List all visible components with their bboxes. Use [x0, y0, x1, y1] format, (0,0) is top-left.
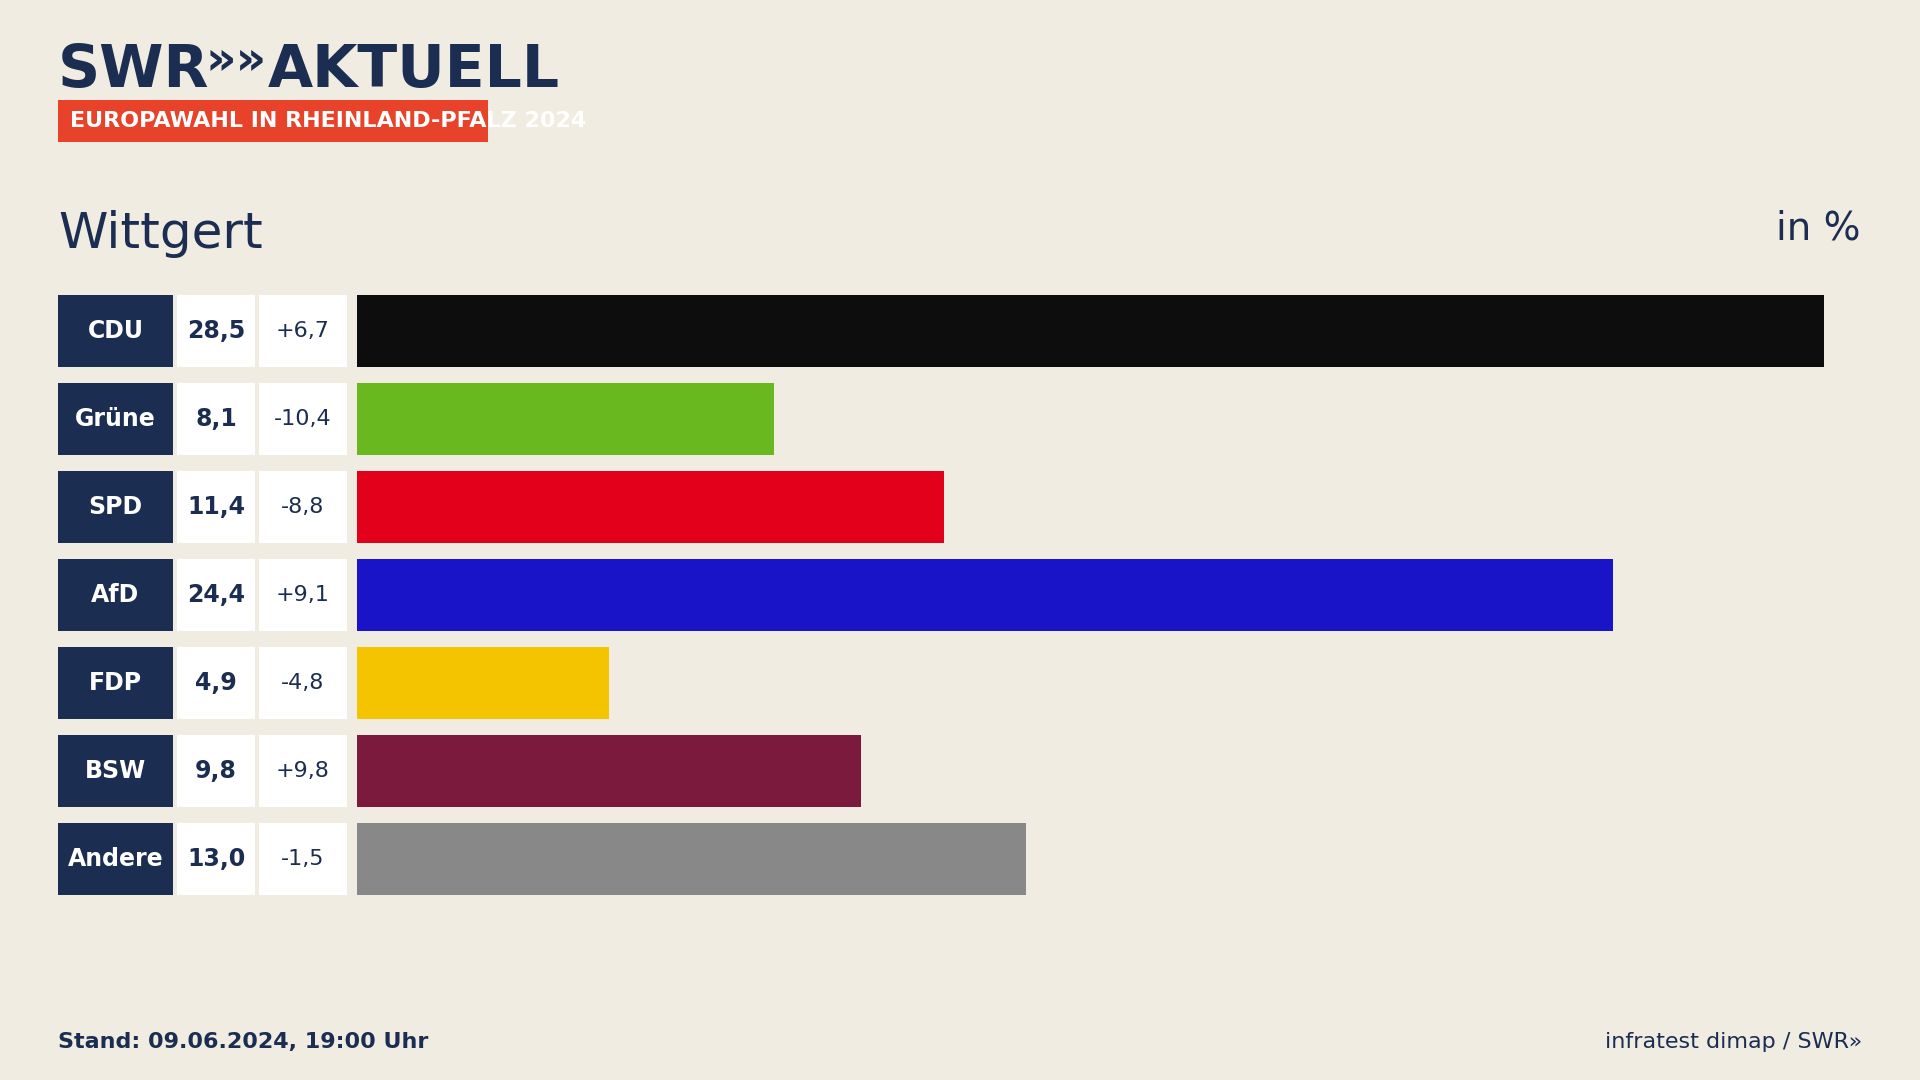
Bar — [259, 383, 348, 455]
Bar — [58, 559, 173, 631]
Bar — [357, 735, 862, 807]
Text: BSW: BSW — [84, 759, 146, 783]
Bar — [177, 647, 255, 719]
Text: infratest dimap / SWR»: infratest dimap / SWR» — [1605, 1032, 1862, 1052]
Text: Wittgert: Wittgert — [58, 210, 263, 258]
Text: +9,8: +9,8 — [276, 761, 330, 781]
Bar — [357, 295, 1824, 367]
Bar — [58, 823, 173, 895]
Text: AKTUELL: AKTUELL — [269, 42, 561, 99]
Bar — [58, 295, 173, 367]
Text: Andere: Andere — [67, 847, 163, 870]
Bar — [177, 735, 255, 807]
Text: 9,8: 9,8 — [196, 759, 236, 783]
Text: FDP: FDP — [88, 671, 142, 696]
Bar — [357, 823, 1025, 895]
Bar — [357, 383, 774, 455]
Text: SPD: SPD — [88, 495, 142, 519]
Bar — [259, 647, 348, 719]
Text: Grüne: Grüne — [75, 407, 156, 431]
Text: EUROPAWAHL IN RHEINLAND-PFALZ 2024: EUROPAWAHL IN RHEINLAND-PFALZ 2024 — [69, 111, 586, 131]
Bar — [58, 735, 173, 807]
Text: +6,7: +6,7 — [276, 321, 330, 341]
Bar — [357, 559, 1613, 631]
Bar — [357, 647, 609, 719]
Text: -1,5: -1,5 — [280, 849, 324, 869]
Bar — [259, 471, 348, 543]
Text: 11,4: 11,4 — [186, 495, 246, 519]
Bar — [58, 471, 173, 543]
Bar — [58, 100, 488, 141]
Bar — [177, 471, 255, 543]
Bar — [357, 471, 943, 543]
Bar — [259, 559, 348, 631]
Text: 8,1: 8,1 — [196, 407, 236, 431]
Bar — [177, 295, 255, 367]
Text: SWR: SWR — [58, 42, 209, 99]
Text: AfD: AfD — [92, 583, 140, 607]
Bar — [58, 383, 173, 455]
Text: CDU: CDU — [88, 319, 144, 343]
Bar — [259, 823, 348, 895]
Bar — [259, 295, 348, 367]
Text: 4,9: 4,9 — [196, 671, 236, 696]
Text: 13,0: 13,0 — [186, 847, 246, 870]
Text: »»: »» — [205, 38, 267, 83]
Text: -8,8: -8,8 — [282, 497, 324, 517]
Text: in %: in % — [1776, 210, 1860, 248]
Bar — [177, 823, 255, 895]
Text: Stand: 09.06.2024, 19:00 Uhr: Stand: 09.06.2024, 19:00 Uhr — [58, 1032, 428, 1052]
Bar — [58, 647, 173, 719]
Text: -4,8: -4,8 — [282, 673, 324, 693]
Text: 24,4: 24,4 — [186, 583, 246, 607]
Bar — [259, 735, 348, 807]
Bar — [177, 559, 255, 631]
Text: +9,1: +9,1 — [276, 585, 330, 605]
Text: 28,5: 28,5 — [186, 319, 246, 343]
Text: -10,4: -10,4 — [275, 409, 332, 429]
Bar — [177, 383, 255, 455]
